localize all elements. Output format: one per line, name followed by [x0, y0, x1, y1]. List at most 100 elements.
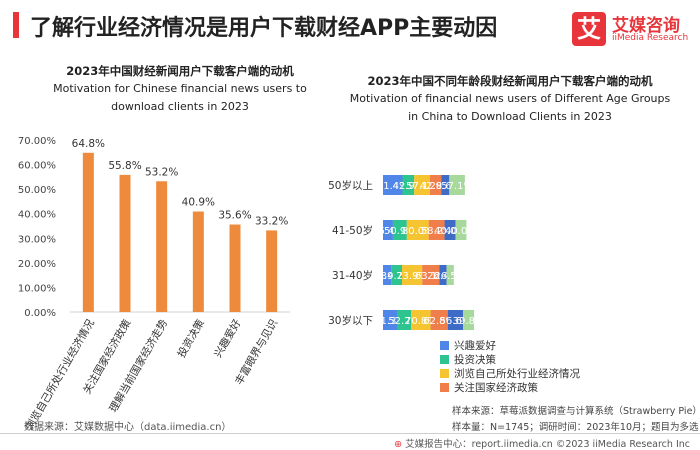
y-tick-label: 50.00% — [18, 185, 56, 196]
legend-label: 兴趣爱好 — [454, 339, 496, 352]
y-category-label: 50岁以上 — [328, 179, 373, 192]
stacked-bar-segment — [402, 265, 423, 285]
stacked-bar-segment — [383, 265, 392, 285]
segment-value-label: 42.9% — [420, 181, 452, 192]
stacked-bar-segment — [422, 265, 440, 285]
x-category-label: 浏览自己所处行业经济情况 — [23, 317, 98, 433]
stacked-bar-segment — [449, 175, 465, 195]
logo-name-cn: 艾媒咨询 — [612, 16, 680, 36]
stacked-bar-segment — [455, 220, 467, 240]
bar — [266, 230, 278, 312]
footer-text: 艾媒报告中心：report.iimedia.cn ©2023 iiMedia R… — [405, 439, 690, 450]
segment-value-label: 70.8% — [405, 316, 437, 327]
segment-value-label: 30.4% — [371, 271, 403, 282]
segment-value-label: 73.9% — [396, 271, 428, 282]
stacked-bar-segment — [383, 175, 403, 195]
stacked-bar-segment — [397, 310, 412, 330]
x-category-label: 投资决策 — [175, 317, 208, 360]
logo-name-en: iiMedia Research — [612, 33, 689, 43]
sample-source-note: 样本来源：草莓派数据调查与计算系统（Strawberry Pie） — [452, 406, 700, 417]
legend-label: 投资决策 — [454, 353, 496, 366]
bar-value-label: 53.2% — [145, 166, 178, 178]
y-tick-label: 0.00% — [24, 308, 56, 319]
segment-value-label: 50.9% — [384, 226, 416, 237]
legend-swatch — [440, 369, 449, 378]
left-chart-title: 2023年中国财经新闻用户下载客户端的动机 — [66, 64, 294, 78]
y-tick-label: 60.00% — [18, 161, 56, 172]
legend-label: 关注国家经济政策 — [454, 381, 538, 394]
y-tick-label: 30.00% — [18, 234, 56, 245]
segment-value-label: 39.2% — [381, 271, 413, 282]
footer-divider — [0, 433, 700, 434]
data-source-note: 数据来源：艾媒数据中心（data.iimedia.cn） — [24, 422, 232, 433]
segment-value-label: 57.1% — [406, 181, 438, 192]
segment-value-label: 57.1% — [441, 181, 473, 192]
bar-value-label: 64.8% — [72, 138, 105, 150]
stacked-bar-segment — [441, 175, 450, 195]
sample-size-note: 样本量：N=1745；调研时间：2023年10月；题目为多选 — [452, 422, 699, 433]
y-tick-label: 10.00% — [18, 283, 56, 294]
right-chart-subtitle-1: Motivation of financial news users of Di… — [349, 92, 671, 105]
segment-value-label: 40.0% — [445, 226, 477, 237]
globe-icon: ⊕ — [394, 439, 403, 450]
segment-value-label: 58.2% — [421, 226, 453, 237]
stacked-bar-segment — [430, 310, 448, 330]
segment-value-label: 62.8% — [423, 316, 455, 327]
y-tick-label: 70.00% — [18, 136, 56, 147]
stacked-bar-segment — [428, 220, 445, 240]
bar-value-label: 55.8% — [108, 160, 141, 172]
bar — [229, 224, 241, 312]
legend-swatch — [440, 355, 449, 364]
segment-value-label: 26.5% — [434, 271, 466, 282]
x-category-label: 兴趣爱好 — [211, 317, 244, 360]
stacked-bar-segment — [411, 310, 431, 330]
footer: ⊕ 艾媒报告中心：report.iimedia.cn ©2023 iiMedia… — [394, 436, 690, 450]
stacked-bar-segment — [447, 310, 464, 330]
right-chart-title: 2023年中国不同年龄段财经新闻用户下载客户端的动机 — [367, 74, 653, 88]
stacked-bar-segment — [383, 220, 393, 240]
right-chart-title-block: 2023年中国不同年龄段财经新闻用户下载客户端的动机 Motivation of… — [345, 72, 675, 126]
segment-value-label: 39.8% — [453, 316, 485, 327]
legend-swatch — [440, 383, 449, 392]
stacked-bar-segment — [444, 220, 456, 240]
bar — [192, 211, 204, 312]
segment-value-label: 63.1% — [415, 271, 447, 282]
bar-value-label: 35.6% — [218, 210, 251, 222]
page-title: 了解行业经济情况是用户下载财经APP主要动因 — [30, 16, 498, 41]
stacked-bar-segment — [391, 265, 403, 285]
segment-value-label: 71.4% — [377, 181, 409, 192]
segment-value-label: 40.0% — [434, 226, 466, 237]
left-chart-subtitle-1: Motivation for Chinese financial news us… — [53, 82, 307, 95]
y-category-label: 41-50岁 — [332, 224, 373, 237]
bar-value-label: 40.9% — [182, 197, 215, 209]
right-chart-subtitle-2: in China to Download Clients in 2023 — [408, 110, 612, 123]
left-chart-title-block: 2023年中国财经新闻用户下载客户端的动机 Motivation for Chi… — [20, 62, 340, 116]
legend-swatch — [440, 341, 449, 350]
stacked-bar-segment — [383, 310, 398, 330]
bar — [82, 152, 94, 312]
segment-value-label: 42.9% — [392, 181, 424, 192]
segment-value-label: 28.6% — [430, 181, 462, 192]
stacked-bar-segment — [446, 265, 454, 285]
segment-value-label: 26.4% — [427, 271, 459, 282]
segment-value-label: 56.6% — [440, 316, 472, 327]
stacked-bar-segment — [414, 175, 430, 195]
y-category-label: 31-40岁 — [332, 269, 373, 282]
y-tick-label: 40.00% — [18, 210, 56, 221]
bar-value-label: 33.2% — [255, 215, 288, 227]
stacked-bar-segment — [402, 175, 415, 195]
segment-value-label: 51.3% — [374, 316, 406, 327]
stacked-bar-segment — [429, 175, 442, 195]
y-category-label: 30岁以下 — [328, 314, 373, 327]
logo-mark: 艾 — [572, 12, 606, 46]
left-chart-subtitle-2: download clients in 2023 — [111, 100, 249, 113]
bar — [119, 174, 131, 312]
brand-logo: 艾 艾媒咨询 iiMedia Research — [572, 10, 692, 48]
segment-value-label: 80.0% — [402, 226, 434, 237]
stacked-bar-segment — [392, 220, 407, 240]
title-accent-bar — [13, 12, 19, 38]
stacked-bar-segment — [406, 220, 429, 240]
stacked-bar-segment — [439, 265, 447, 285]
stacked-bar-segment — [463, 310, 475, 330]
